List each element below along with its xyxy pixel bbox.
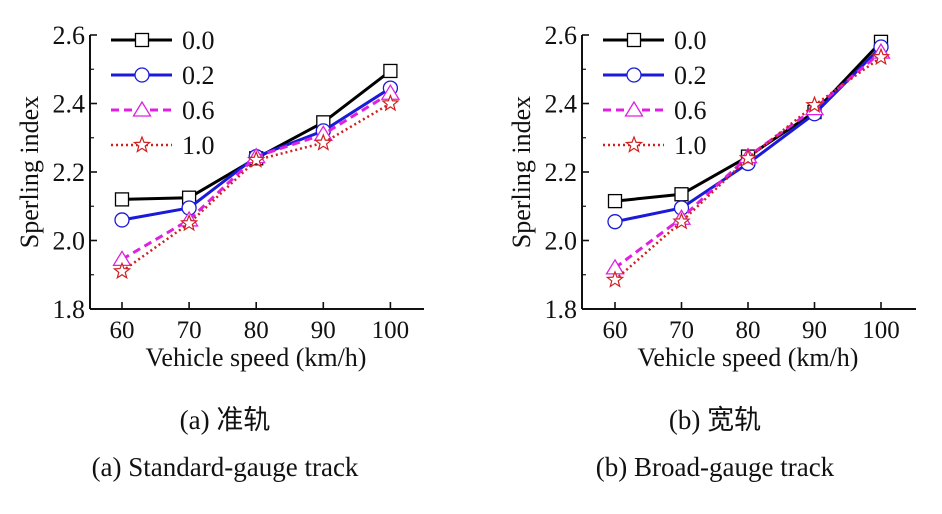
series-line (614, 45, 883, 224)
series-0-0 (114, 63, 398, 207)
x-tick-label: 70 (177, 317, 202, 344)
series-line (614, 40, 883, 203)
data-point-marker (605, 270, 625, 288)
legend-label: 0.2 (182, 61, 215, 90)
legend-marker (624, 135, 644, 153)
data-point-marker (383, 63, 398, 79)
x-tick-label: 60 (603, 317, 628, 344)
data-point-marker (381, 93, 400, 112)
x-tick-label: 90 (802, 317, 827, 344)
y-axis-title: Sperling index (507, 96, 536, 248)
legend-marker (626, 32, 642, 48)
data-point-marker (738, 148, 758, 167)
series-line (121, 91, 392, 261)
legend-label: 1.0 (182, 131, 215, 160)
data-point-marker (871, 47, 891, 66)
y-tick-label: 2.4 (53, 90, 86, 119)
series-line (121, 102, 392, 273)
data-point-marker (246, 150, 266, 168)
data-point-marker (114, 212, 130, 228)
data-point-marker (672, 211, 691, 230)
series-0-0 (607, 34, 889, 209)
caption-broad-cn: (b) 宽轨 (668, 405, 762, 435)
legend-marker (626, 67, 642, 83)
legend: 0.0 0.2 0.6 1.0 (111, 26, 215, 160)
data-point-marker (314, 133, 333, 151)
legend-marker (134, 67, 150, 83)
x-tick-label: 60 (110, 317, 135, 344)
x-tick-label: 100 (372, 317, 410, 344)
legend-marker (624, 100, 644, 117)
x-axis-title: Vehicle speed (km/h) (146, 343, 367, 372)
x-tick-label: 70 (669, 317, 694, 344)
y-tick-label: 2.4 (545, 90, 578, 119)
series-0-6 (112, 83, 401, 266)
legend-label: 1.0 (674, 131, 707, 160)
y-tick-label: 2.6 (53, 21, 86, 50)
data-point-marker (674, 187, 689, 202)
series-1-0 (112, 93, 400, 280)
data-point-marker (112, 261, 132, 280)
y-tick-label: 2.2 (53, 158, 86, 187)
x-axis-title: Vehicle speed (km/h) (638, 343, 859, 372)
caption-standard-en: (a) Standard-gauge track (91, 452, 359, 482)
y-tick-label: 2.0 (53, 227, 86, 256)
data-point-marker (114, 192, 130, 207)
x-tick-label: 80 (244, 317, 269, 344)
data-point-marker (607, 193, 623, 209)
x-tick-label: 90 (311, 317, 336, 344)
legend-marker (132, 135, 152, 153)
y-tick-label: 2.2 (545, 158, 578, 187)
y-tick-label: 1.8 (545, 295, 578, 324)
legend-label: 0.6 (182, 96, 215, 125)
legend-label: 0.0 (674, 26, 707, 55)
y-tick-label: 1.8 (53, 295, 86, 324)
series-line (121, 69, 392, 201)
legend-marker (134, 32, 150, 48)
legend-label: 0.2 (674, 61, 707, 90)
data-point-marker (607, 214, 623, 230)
legend: 0.0 0.2 0.6 1.0 (603, 26, 707, 160)
y-tick-label: 2.6 (545, 21, 578, 50)
legend-label: 0.0 (182, 26, 215, 55)
data-point-marker (805, 95, 824, 114)
legend-marker (132, 100, 152, 117)
caption-standard-cn: (a) 准轨 (179, 405, 271, 435)
x-tick-label: 100 (862, 317, 900, 344)
caption-broad-en: (b) Broad-gauge track (595, 452, 835, 482)
x-tick-label: 80 (736, 317, 761, 344)
legend-label: 0.6 (674, 96, 707, 125)
y-tick-label: 2.0 (545, 227, 578, 256)
y-axis-title: Sperling index (15, 96, 44, 248)
data-point-marker (179, 213, 199, 232)
series-1-0 (605, 47, 891, 288)
series-0-2 (607, 39, 889, 230)
